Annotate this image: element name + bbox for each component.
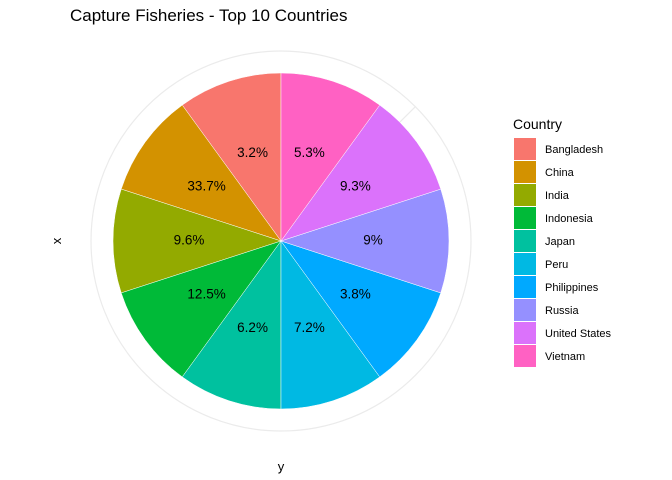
pie-slice-indonesia [120, 240, 282, 378]
legend-label-india: India [545, 190, 570, 202]
pie-slice-philippines [280, 240, 442, 378]
legend-swatch-vietnam [514, 345, 536, 367]
legend-swatch-peru [514, 253, 536, 275]
slice-label: 3.2% [237, 145, 268, 160]
legend-swatch-china [514, 161, 536, 183]
pie-slice-peru [280, 240, 381, 410]
legend-label-bangladesh: Bangladesh [545, 144, 603, 156]
legend-swatch-bangladesh [514, 138, 536, 160]
legend: Country Bangladesh China India Indonesia Jap… [513, 116, 612, 367]
plot-panel: 3.2% 33.7% 9.6% 12.5% 6.2% 7.2% 3.8% 9% 9.3% 5.3% [90, 50, 472, 432]
pie-slice-united-states [280, 104, 442, 242]
pie-slice-india [112, 188, 282, 294]
legend-label-united-states: United States [545, 328, 612, 340]
legend-label-china: China [545, 167, 575, 179]
pie-slice-china [120, 104, 282, 242]
legend-label-indonesia: Indonesia [545, 213, 594, 225]
legend-label-russia: Russia [545, 305, 580, 317]
pie-slice-russia [280, 188, 450, 294]
slice-label: 6.2% [237, 320, 268, 335]
slice-label: 12.5% [187, 287, 225, 302]
slice-label: 9.3% [340, 178, 371, 193]
legend-label-philippines: Philippines [545, 282, 599, 294]
legend-swatch-philippines [514, 276, 536, 298]
chart-title: Capture Fisheries - Top 10 Countries [70, 6, 348, 25]
grid-circle [90, 50, 472, 432]
pie-slice-vietnam [280, 72, 381, 242]
pie-slice-bangladesh [181, 72, 282, 242]
slice-label: 33.7% [187, 178, 225, 193]
legend-title: Country [513, 116, 562, 132]
y-axis-label: x [49, 237, 64, 244]
x-axis-label: y [278, 459, 285, 474]
pie-slice-japan [181, 240, 282, 410]
legend-swatch-india [514, 184, 536, 206]
legend-swatch-united-states [514, 322, 536, 344]
slice-label: 5.3% [294, 145, 325, 160]
legend-label-japan: Japan [545, 236, 575, 248]
legend-swatch-russia [514, 299, 536, 321]
legend-label-peru: Peru [545, 259, 568, 271]
slice-label: 7.2% [294, 320, 325, 335]
grid-spoke [399, 106, 416, 123]
slice-label: 3.8% [340, 287, 371, 302]
legend-swatch-japan [514, 230, 536, 252]
slice-label: 9.6% [174, 233, 205, 248]
legend-label-vietnam: Vietnam [545, 351, 585, 363]
slice-label: 9% [363, 233, 383, 248]
legend-swatch-indonesia [514, 207, 536, 229]
